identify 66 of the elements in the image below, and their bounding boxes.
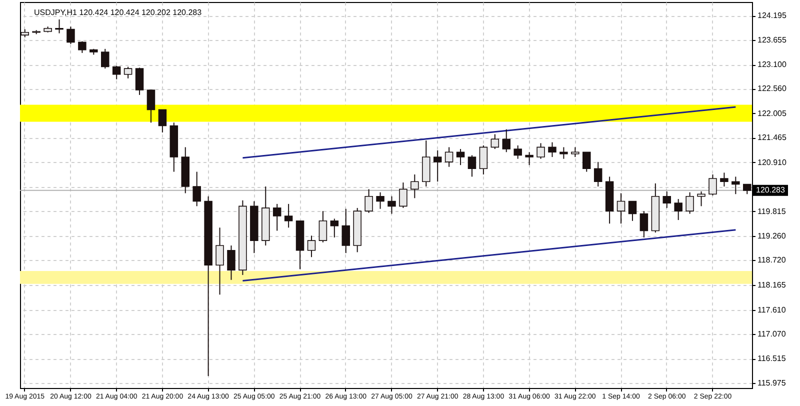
candlestick [227,244,236,280]
candlestick [479,144,488,175]
candlestick [490,134,500,150]
candlestick [686,192,694,214]
y-tick-label: 121.465 [758,133,787,142]
candlestick [571,146,580,158]
candlestick [216,227,224,296]
y-tick-label: 115.975 [758,378,786,388]
y-tick-label: 119.260 [758,232,786,241]
candlestick [616,192,626,224]
candlestick [112,65,121,80]
y-tick-label: 123.655 [758,35,787,44]
y-tick-label: 120.910 [758,158,787,167]
candlestick [548,142,556,158]
candlestick [342,208,350,254]
candlestick [640,210,648,238]
y-tick-label: 118.720 [758,256,786,265]
y-tick-label: 116.515 [758,354,786,364]
candlestick [78,40,86,54]
candlestick [720,172,728,188]
candlestick [514,144,522,160]
candlestick [743,184,752,195]
ref-line-label: 120.283 [756,185,786,194]
candlestick [674,198,682,221]
y-tick-label: 122.005 [758,108,787,118]
y-tick-label: 124.195 [758,11,787,20]
y-tick-label: 123.100 [758,60,787,70]
candlestick [318,210,328,243]
candlestick [662,190,672,208]
candlestick [525,152,534,166]
candlestick [582,152,591,172]
candlestick [388,196,396,214]
candlestick [135,67,144,96]
candlestick [399,182,408,208]
candlestick [708,174,717,196]
candlestick [468,154,476,178]
candlestick [502,128,510,153]
candlestick [100,48,110,70]
y-tick-label: 117.610 [758,305,786,314]
candlestick [158,109,167,133]
y-tick-label: 119.815 [758,206,786,216]
candlestick [536,142,545,160]
candlestick [732,176,740,195]
y-tick-label: 117.070 [758,329,786,338]
candlestick [146,90,156,124]
candlestick [697,190,706,207]
candlestick [594,161,602,188]
candlestick [560,146,568,160]
candlestick [124,66,132,79]
candlestick [66,26,75,44]
candlestick [330,218,339,238]
candlestick [284,203,293,228]
text: USDJPY,H1 120.424 120.424 120.202 120.283 [34,8,202,17]
y-tick-label: 122.560 [758,84,787,94]
candlestick [444,146,454,168]
candlestick [192,171,201,207]
candlestick [433,150,442,182]
candlestick [272,203,282,232]
candlestick [55,18,64,34]
candlestick [376,192,384,210]
y-tick-label: 118.165 [758,280,786,290]
candlestick [628,200,637,222]
candlestick [456,148,465,166]
candlestick [307,235,316,258]
candlestick [410,174,419,199]
candlestick [364,188,373,214]
